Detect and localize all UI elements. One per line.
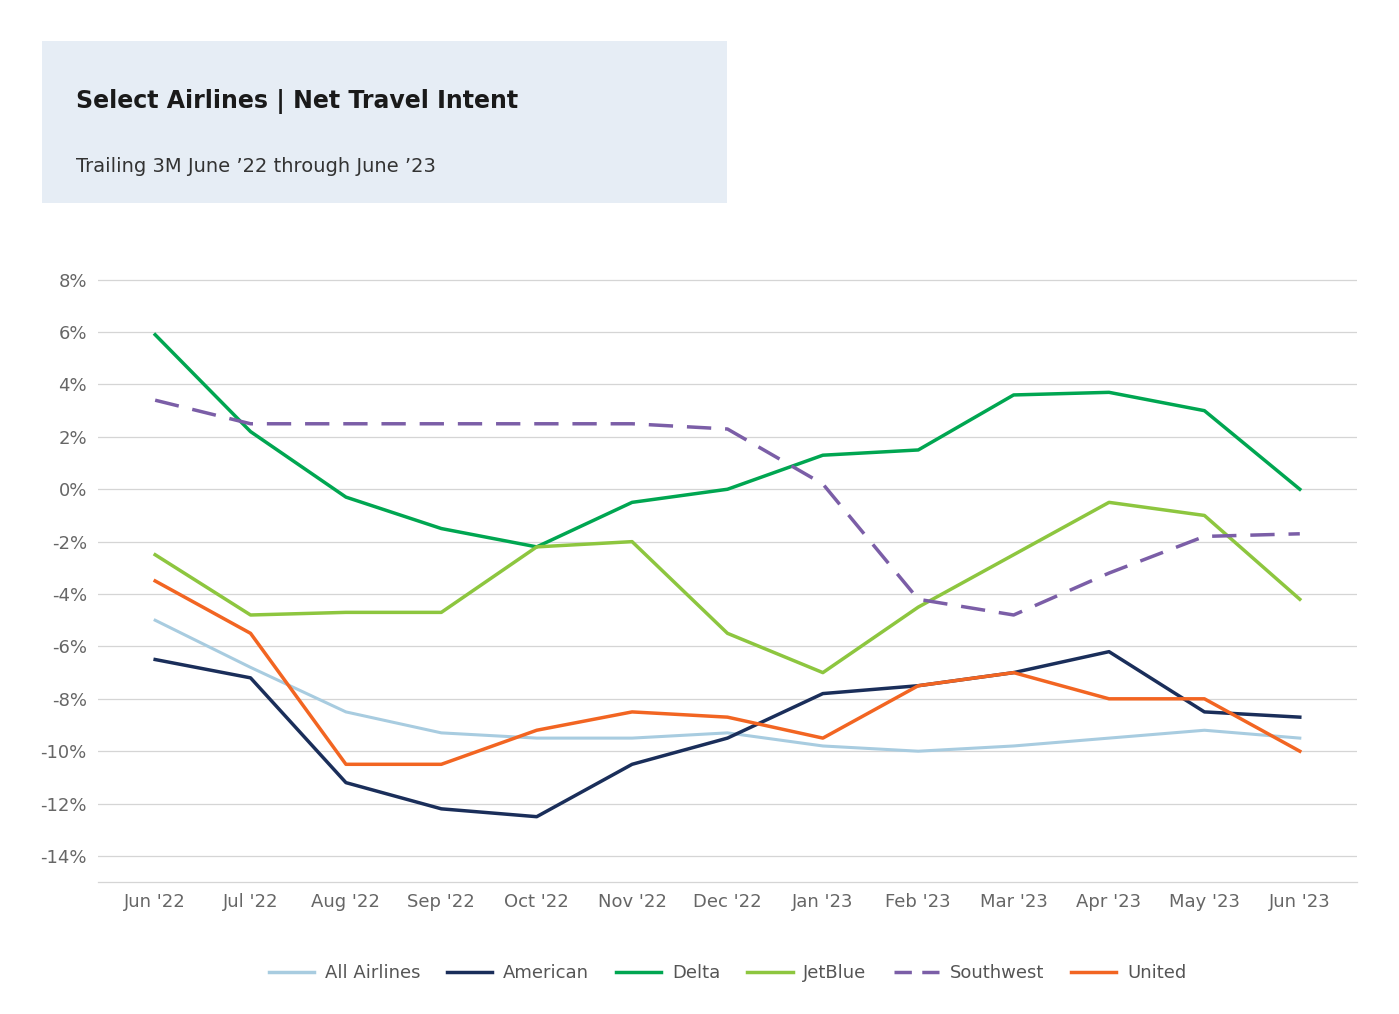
FancyBboxPatch shape: [0, 0, 851, 232]
Legend: All Airlines, American, Delta, JetBlue, Southwest, United: All Airlines, American, Delta, JetBlue, …: [262, 957, 1193, 990]
Text: Trailing 3M June ’22 through June ’23: Trailing 3M June ’22 through June ’23: [76, 157, 436, 176]
Text: Select Airlines | Net Travel Intent: Select Airlines | Net Travel Intent: [76, 89, 519, 115]
